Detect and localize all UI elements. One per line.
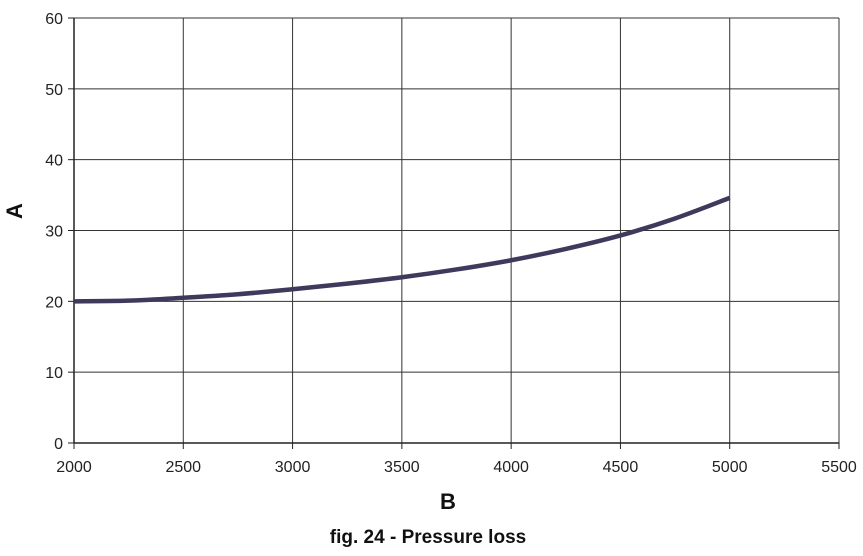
grid [74,17,840,443]
y-tick-label: 50 [45,82,63,99]
x-tick-label: 5500 [821,459,857,476]
y-tick-label: 40 [45,153,63,170]
y-tick-label: 30 [45,224,63,241]
y-tick-labels: 0 10 20 30 40 50 60 [45,11,63,453]
y-tick-label: 10 [45,365,63,382]
y-tick-label: 20 [45,294,63,311]
y-axis-title: A [2,203,27,219]
x-tick-label: 2000 [56,459,92,476]
series-lines [73,195,731,304]
y-tick-label: 0 [54,436,63,453]
y-tick-label: 60 [45,11,63,28]
series-line [73,195,731,304]
x-tick-labels: 2000 2500 3000 3500 4000 4500 5000 5500 [56,459,857,476]
x-tick-label: 4000 [493,459,529,476]
x-tick-label: 4500 [603,459,639,476]
x-axis-title: B [440,489,456,514]
x-tick-label: 3000 [275,459,311,476]
x-tick-label: 3500 [384,459,420,476]
x-tick-label: 5000 [712,459,748,476]
figure-caption: fig. 24 - Pressure loss [330,527,526,548]
axes [68,17,840,449]
x-tick-label: 2500 [165,459,201,476]
